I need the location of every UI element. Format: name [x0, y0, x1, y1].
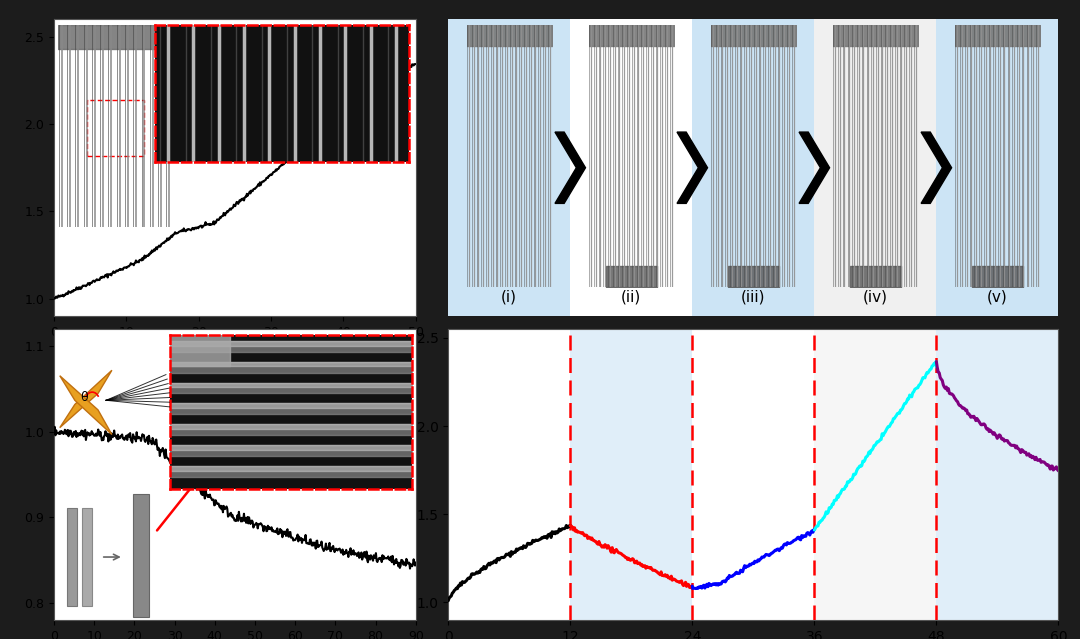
- Bar: [814, 329, 936, 620]
- Bar: [570, 329, 692, 620]
- Polygon shape: [677, 132, 707, 203]
- Bar: [692, 19, 814, 316]
- Bar: [570, 19, 692, 316]
- Bar: [814, 19, 936, 316]
- Text: (iii): (iii): [741, 289, 766, 304]
- Bar: [936, 329, 1058, 620]
- Text: (i): (i): [501, 289, 517, 304]
- Text: (iv): (iv): [863, 289, 888, 304]
- Text: (v): (v): [987, 289, 1008, 304]
- Bar: [936, 19, 1058, 316]
- Bar: [448, 19, 570, 316]
- Polygon shape: [555, 132, 585, 203]
- Polygon shape: [799, 132, 829, 203]
- Text: (ii): (ii): [621, 289, 642, 304]
- Polygon shape: [921, 132, 951, 203]
